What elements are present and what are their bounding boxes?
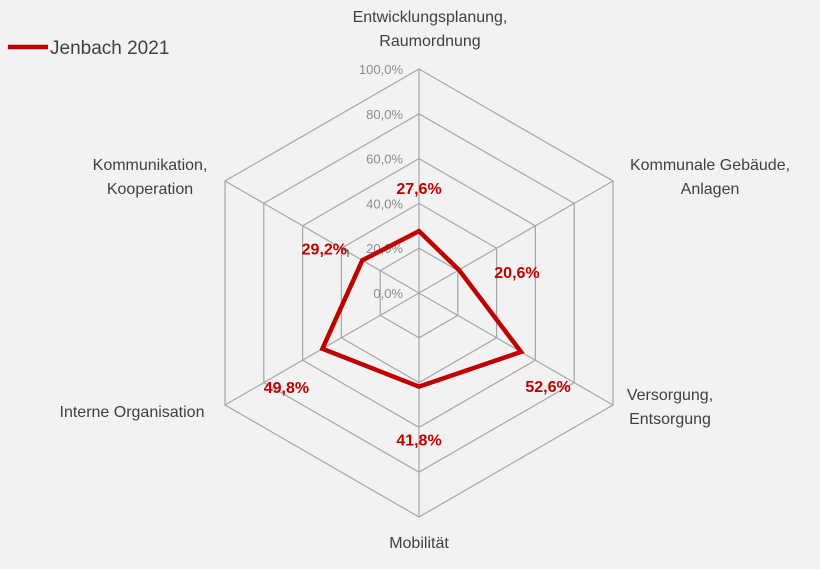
category-label-line: Anlagen	[681, 181, 740, 198]
category-label-line: Versorgung,	[627, 387, 713, 404]
category-label-line: Raumordnung	[379, 33, 480, 50]
legend-label: Jenbach 2021	[50, 38, 169, 59]
grid-spoke	[418, 180, 614, 294]
radial-tick-label: 0,0%	[373, 286, 403, 301]
category-label-line: Interne Organisation	[60, 404, 205, 421]
category-label-line: Entwicklungsplanung,	[353, 9, 508, 26]
category-label: Kommunale Gebäude, Anlagen	[630, 157, 790, 198]
radial-tick-label: 100,0%	[359, 62, 404, 77]
grid-spoke	[418, 292, 614, 406]
category-label: Mobilität	[389, 535, 449, 552]
category-label-line: Kooperation	[107, 181, 193, 198]
category-label: Entwicklungsplanung, Raumordnung	[353, 9, 508, 50]
category-label-line: Kommunikation,	[93, 157, 208, 174]
category-label: Interne Organisation	[60, 404, 205, 421]
category-label: Kommunikation, Kooperation	[93, 157, 208, 198]
radial-tick-label: 60,0%	[366, 152, 403, 167]
category-label-line: Mobilität	[389, 535, 449, 552]
category-label-line: Kommunale Gebäude,	[630, 157, 790, 174]
data-label: 49,8%	[264, 380, 309, 397]
data-label: 27,6%	[396, 181, 441, 198]
data-label: 52,6%	[525, 379, 570, 396]
data-label: 29,2%	[302, 241, 347, 258]
category-label: Versorgung, Entsorgung	[627, 387, 713, 428]
radial-tick-label: 80,0%	[366, 107, 403, 122]
data-label-leader	[341, 249, 349, 257]
grid-spoke	[224, 180, 420, 294]
radial-tick-label: 40,0%	[366, 196, 403, 211]
data-label: 41,8%	[396, 433, 441, 450]
category-label-line: Entsorgung	[629, 411, 711, 428]
data-label: 20,6%	[494, 265, 539, 282]
